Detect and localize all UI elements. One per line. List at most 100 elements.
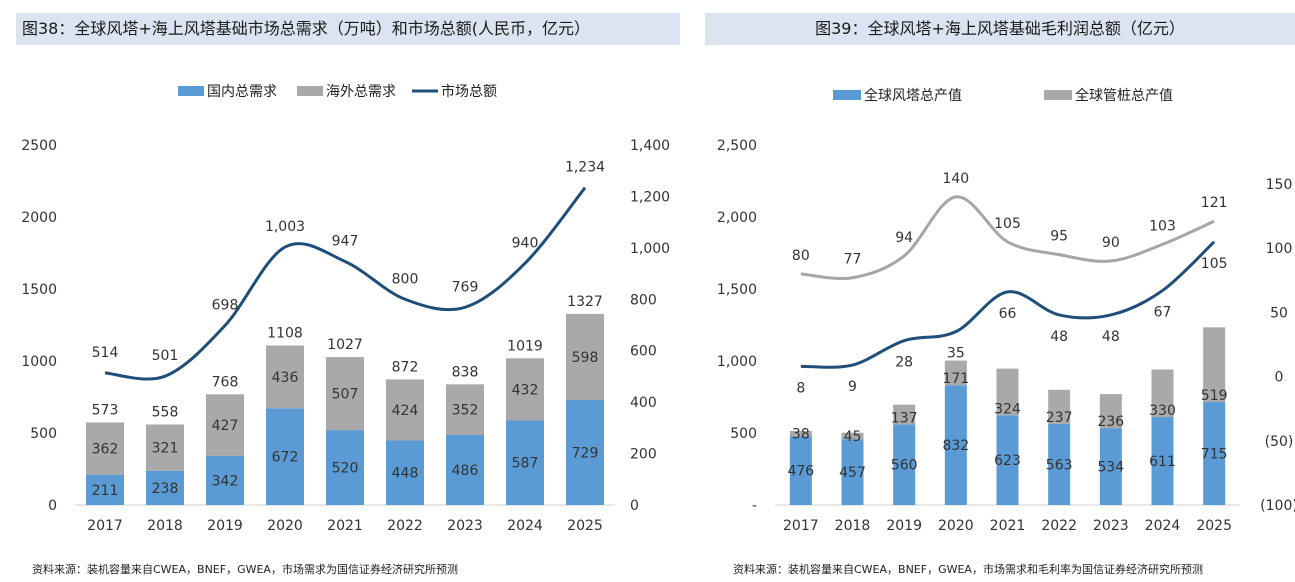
x-tick-label: 2022 (1041, 518, 1077, 534)
bar-domestic-demand (206, 455, 244, 505)
bar-total-label: 573 (92, 402, 119, 418)
x-tick-label: 2021 (327, 518, 363, 534)
bar-tower-output (1151, 417, 1174, 505)
x-tick-label: 2025 (567, 518, 603, 534)
navy-line-value-label: 48 (1102, 329, 1120, 345)
x-tick-label: 2020 (267, 518, 303, 534)
bar-label-domestic: 486 (452, 463, 479, 479)
x-tick-label: 2025 (1196, 518, 1232, 534)
left-chart-title: 图38：全球风塔+海上风塔基础市场总需求（万吨）和市场总额(人民币，亿元） (16, 13, 680, 45)
y-left-tick: 500 (30, 426, 57, 442)
bar-overseas-demand (386, 379, 424, 441)
bar-label-domestic: 520 (332, 461, 359, 477)
y-left-tick: 0 (48, 498, 57, 514)
y-left-tick: 2500 (21, 138, 57, 154)
y-right-tick: 50 (1270, 305, 1288, 321)
y-right-tick: 1,200 (630, 189, 670, 205)
bar-tower-output (789, 436, 812, 505)
bar-tower-output (944, 385, 967, 505)
bar-domestic-demand (326, 430, 364, 505)
bar-tower-output (841, 439, 864, 505)
line-value-label: 501 (152, 348, 179, 364)
y-left-tick: 2,500 (717, 138, 757, 154)
bar-label-tower: 563 (1046, 457, 1073, 473)
bar-label-pile: 324 (994, 401, 1021, 417)
bar-overseas-demand (86, 422, 124, 475)
bar-label-domestic: 238 (152, 481, 179, 497)
x-tick-label: 2023 (1093, 518, 1129, 534)
navy-profit-line (800, 240, 1216, 369)
bar-domestic-demand (86, 474, 124, 505)
y-right-tick: (100) (1260, 498, 1295, 514)
navy-line-value-label: 35 (947, 346, 965, 362)
legend-swatch-2 (1044, 90, 1072, 100)
bar-label-pile: 45 (844, 429, 862, 445)
bar-overseas-demand (326, 357, 364, 431)
bar-overseas-demand (446, 384, 484, 436)
bar-label-overseas: 362 (92, 442, 119, 458)
legend-label-2: 全球管桩总产值 (1075, 87, 1173, 104)
bar-label-pile: 519 (1201, 388, 1228, 404)
bar-label-overseas: 432 (512, 382, 539, 398)
legend-swatch-1 (178, 86, 204, 96)
y-right-tick: 100 (1266, 241, 1293, 257)
bar-pile-output (1099, 394, 1122, 429)
y-left-tick: 1500 (21, 282, 57, 298)
gray-line-value-label: 103 (1149, 218, 1176, 234)
bar-total-label: 872 (392, 359, 419, 375)
x-tick-label: 2018 (835, 518, 871, 534)
y-right-tick: 1,000 (630, 241, 670, 257)
x-tick-label: 2019 (207, 518, 243, 534)
bar-tower-output (996, 415, 1019, 505)
bar-label-tower: 715 (1201, 447, 1228, 463)
line-value-label: 940 (512, 235, 539, 251)
bar-pile-output (893, 404, 916, 425)
y-right-tick: 150 (1266, 177, 1293, 193)
gray-line-value-label: 95 (1050, 229, 1068, 245)
bar-label-pile: 236 (1097, 414, 1124, 430)
bar-overseas-demand (206, 394, 244, 456)
y-right-tick: (50) (1265, 434, 1294, 450)
bar-label-pile: 330 (1149, 403, 1176, 419)
bar-label-overseas: 352 (452, 403, 479, 419)
right-panel: 图39：全球风塔+海上风塔基础毛利润总额（亿元） 全球风塔总产值 全球管桩总产值 -… (705, 0, 1295, 582)
bar-label-tower: 457 (839, 465, 866, 481)
legend-label-3: 市场总额 (441, 83, 497, 100)
bar-pile-output (996, 368, 1019, 416)
y-left-tick: 1,000 (717, 354, 757, 370)
bar-label-tower: 476 (787, 464, 814, 480)
bar-domestic-demand (446, 435, 484, 505)
gray-line-value-label: 105 (994, 216, 1021, 232)
navy-line-value-label: 9 (848, 379, 857, 395)
bar-label-overseas: 507 (332, 387, 359, 403)
x-tick-label: 2018 (147, 518, 183, 534)
gray-line-value-label: 77 (844, 252, 862, 268)
bar-label-overseas: 436 (272, 370, 299, 386)
y-right-tick: 800 (630, 292, 657, 308)
bar-label-tower: 623 (994, 453, 1021, 469)
bar-pile-output (1203, 327, 1226, 403)
line-value-label: 947 (332, 233, 359, 249)
bar-label-tower: 832 (942, 438, 969, 454)
bar-label-pile: 38 (792, 427, 810, 443)
bar-label-domestic: 729 (572, 446, 599, 462)
navy-line-value-label: 8 (796, 380, 805, 396)
y-right-tick: 1,400 (630, 138, 670, 154)
bar-domestic-demand (506, 420, 544, 505)
line-value-label: 769 (452, 279, 479, 295)
y-right-tick: 0 (1275, 370, 1284, 386)
bar-label-pile: 137 (891, 410, 918, 426)
bar-label-domestic: 211 (92, 483, 119, 499)
bar-total-label: 1108 (267, 325, 303, 341)
market-total-line (104, 186, 587, 381)
navy-line-value-label: 67 (1154, 305, 1172, 321)
bar-total-label: 558 (152, 405, 179, 421)
x-tick-label: 2023 (447, 518, 483, 534)
bar-tower-output (1048, 423, 1071, 505)
bar-pile-output (841, 432, 864, 440)
bar-label-tower: 534 (1097, 460, 1124, 476)
y-left-tick: 1,500 (717, 282, 757, 298)
right-chart-title: 图39：全球风塔+海上风塔基础毛利润总额（亿元） (705, 13, 1295, 45)
x-tick-label: 2017 (783, 518, 819, 534)
line-value-label: 1,003 (265, 219, 305, 235)
